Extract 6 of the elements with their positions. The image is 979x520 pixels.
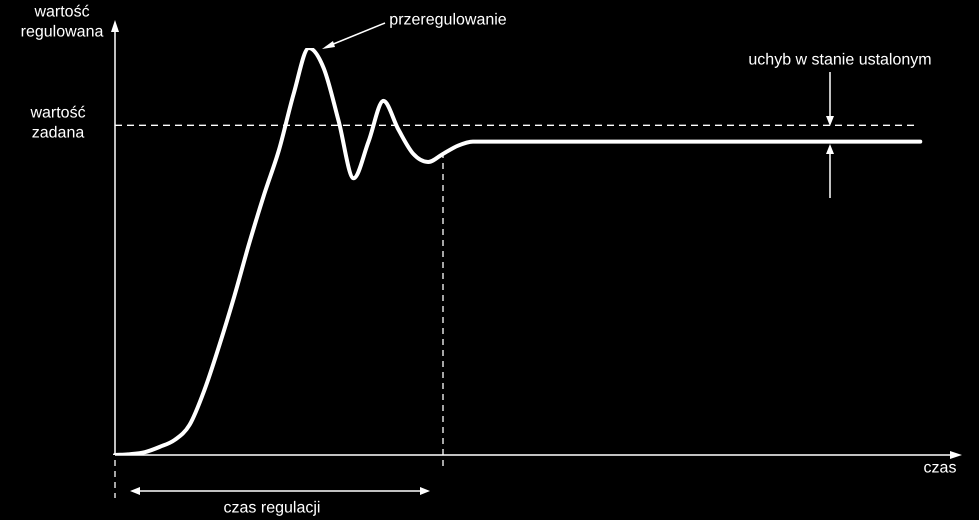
annotation: uchyb w stanie ustalonym [748,51,932,68]
x-axis-title: czas [924,459,956,476]
y-axis-title: wartość regulowana [20,3,104,40]
ref-line-label: wartość zadana [29,104,86,142]
text: przeregulowanie [389,11,507,28]
text: czas regulacji [224,499,320,516]
